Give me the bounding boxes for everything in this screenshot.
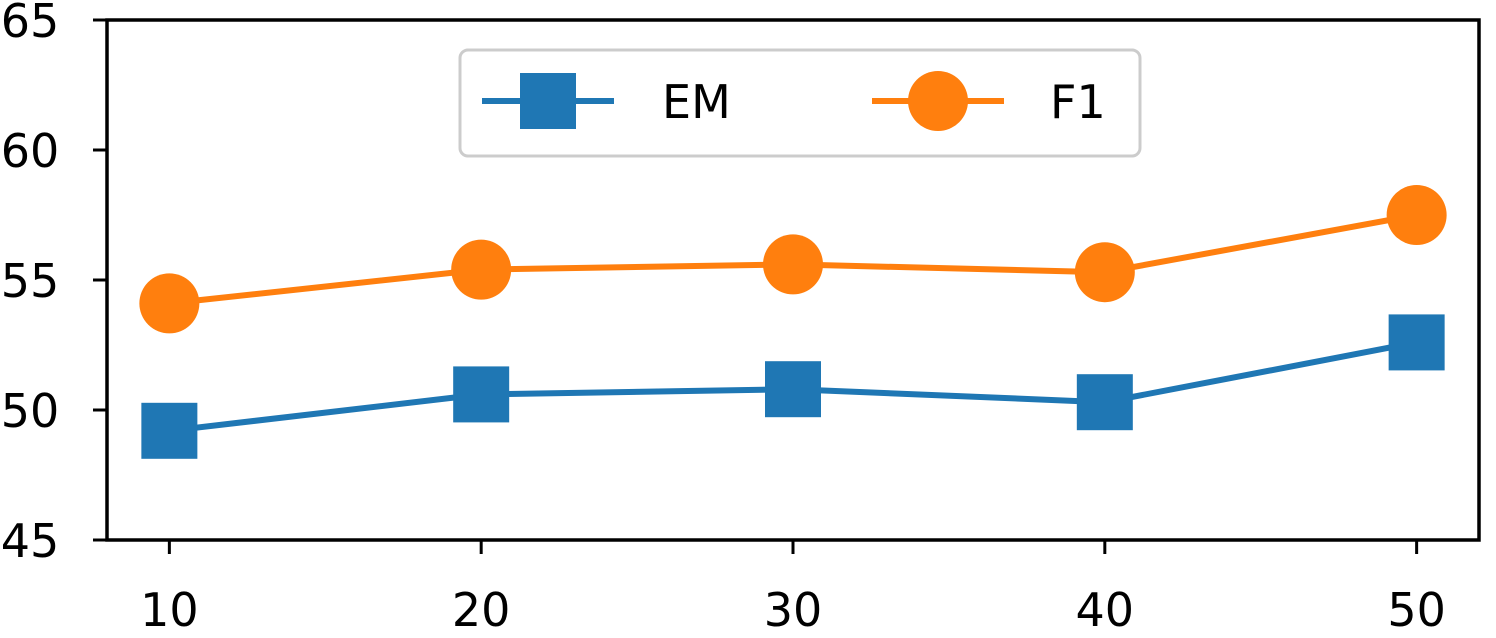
series-f1 [139,185,1447,334]
data-point-square [765,361,821,418]
x-axis-ticks: 10 20 30 40 50 [140,540,1446,637]
data-point-square [1076,374,1133,431]
x-tick-label: 10 [140,583,199,637]
legend: EM F1 [458,48,1142,158]
y-tick-label: 65 [1,0,60,48]
data-point-circle [139,273,200,334]
data-point-circle [763,234,823,295]
y-axis-ticks: 45 50 55 60 65 [1,0,107,568]
data-point-circle [1074,242,1135,303]
legend-entry-f1: F1 [872,71,1106,131]
x-tick-label: 30 [764,583,823,637]
data-point-circle [1386,185,1447,245]
y-tick-label: 50 [1,384,60,438]
y-tick-label: 60 [1,124,60,178]
legend-label: EM [662,75,731,129]
x-tick-label: 40 [1076,583,1135,637]
data-point-square [453,366,510,423]
legend-entry-em: EM [482,73,731,129]
legend-box [458,48,1142,158]
legend-marker-square [520,73,576,129]
data-point-square [141,402,198,459]
y-tick-label: 45 [1,514,60,568]
data-point-square [1388,314,1445,371]
x-tick-label: 50 [1387,583,1446,637]
legend-marker-circle [908,71,968,131]
data-point-circle [451,239,512,300]
y-tick-label: 55 [1,254,60,308]
series-em [141,314,1445,459]
x-tick-label: 20 [452,583,511,637]
legend-label: F1 [1050,75,1106,129]
series-layer [139,185,1447,459]
